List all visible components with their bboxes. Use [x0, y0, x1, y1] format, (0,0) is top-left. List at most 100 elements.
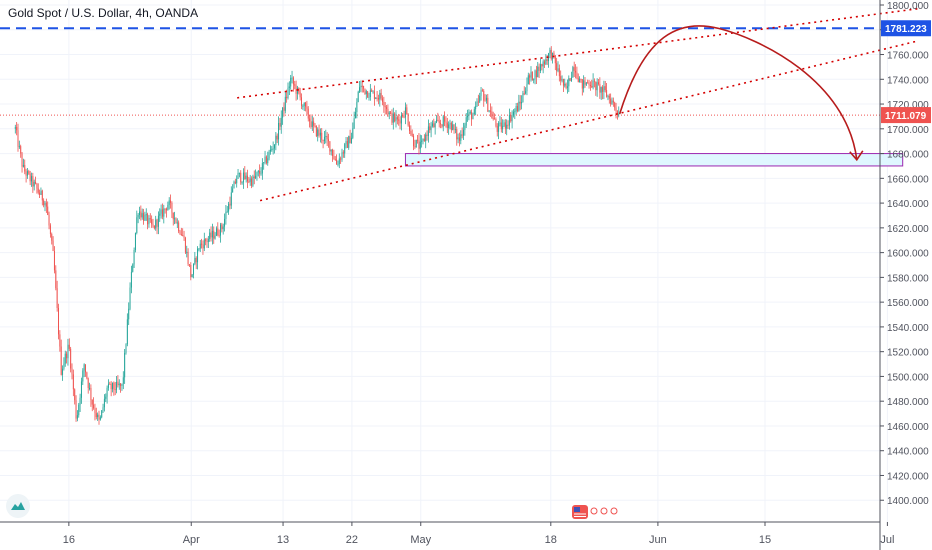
candle-body — [44, 202, 46, 206]
candle-body — [53, 251, 55, 271]
candle-body — [261, 163, 263, 174]
candle-body — [453, 124, 455, 130]
candle-body — [533, 79, 535, 81]
resistance-price-label-bg — [881, 20, 931, 37]
candle-body — [525, 91, 527, 94]
candle-body — [290, 77, 292, 87]
tradingview-logo-icon[interactable] — [6, 494, 30, 518]
candle-body — [175, 218, 177, 224]
candle-body — [413, 135, 415, 147]
candle-body — [139, 211, 140, 215]
candle-body — [431, 123, 433, 127]
candle-body — [202, 244, 204, 249]
candle-body — [244, 172, 246, 180]
candle-body — [153, 225, 155, 229]
candle-body — [295, 85, 297, 94]
candle-body — [387, 108, 389, 115]
candle-body — [377, 97, 379, 100]
candle-body — [379, 92, 381, 100]
candle-body — [305, 102, 307, 107]
candle-body — [55, 270, 57, 289]
candle-body — [386, 107, 388, 109]
candle-body — [464, 125, 466, 130]
candle-body — [218, 235, 220, 237]
x-tick-label: Jul — [880, 534, 894, 546]
candle-body — [398, 119, 400, 121]
candle-body — [477, 101, 479, 103]
candle-body — [373, 91, 375, 99]
candle-body — [301, 97, 302, 106]
candle-body — [303, 102, 305, 106]
candle-body — [24, 164, 26, 172]
candle-body — [356, 101, 358, 113]
candle-body — [60, 346, 62, 375]
candle-body — [537, 66, 539, 78]
candle-body — [178, 222, 180, 232]
candle-body — [545, 59, 547, 65]
candle-body — [450, 122, 452, 131]
candle-body — [161, 209, 163, 217]
candle-body — [480, 90, 482, 96]
candle-body — [425, 134, 427, 142]
candle-body — [252, 176, 254, 186]
candle-body — [159, 213, 161, 216]
candle-body — [179, 231, 181, 235]
candle-body — [325, 136, 327, 138]
candle-body — [124, 352, 126, 378]
candle-body — [616, 111, 618, 115]
us-flag-event-icon[interactable] — [572, 500, 620, 527]
candle-body — [125, 344, 127, 353]
resistance-price-label: 1781.223 — [885, 24, 927, 35]
candle-body — [76, 415, 78, 419]
candle-body — [299, 92, 301, 98]
candle-body — [375, 97, 377, 99]
candle-body — [360, 85, 362, 88]
candle-body — [70, 348, 72, 369]
candle-body — [206, 241, 208, 243]
candle-body — [546, 59, 548, 61]
x-tick-label: May — [410, 534, 431, 546]
candle-body — [423, 138, 425, 142]
candle-body — [541, 64, 543, 67]
upper-trend-line — [237, 7, 919, 99]
candle-body — [612, 100, 614, 103]
candle-body — [530, 71, 532, 78]
candle-body — [368, 97, 370, 99]
candle-body — [94, 408, 96, 414]
candle-body — [561, 78, 563, 81]
candle-body — [596, 82, 598, 91]
candle-body — [415, 139, 417, 148]
candle-body — [507, 124, 509, 126]
candle-body — [550, 49, 552, 59]
candle-body — [499, 122, 501, 124]
candle-body — [286, 96, 288, 98]
candle-body — [141, 213, 143, 218]
candle-body — [349, 136, 351, 144]
candle-body — [230, 192, 232, 206]
candle-body — [90, 387, 92, 400]
candle-body — [323, 136, 325, 142]
candle-body — [504, 122, 506, 129]
candle-body — [193, 263, 194, 275]
candle-body — [29, 173, 31, 182]
candle-body — [332, 149, 334, 156]
candle-body — [282, 107, 284, 118]
candle-body — [608, 95, 610, 99]
candle-body — [72, 374, 74, 390]
candle-body — [296, 87, 298, 94]
symbol-title[interactable]: Gold Spot / U.S. Dollar, 4h, OANDA — [8, 6, 199, 20]
y-tick-label: 1520.000 — [887, 348, 929, 359]
candle-body — [45, 202, 47, 207]
candle-body — [186, 251, 188, 253]
candle-body — [437, 119, 439, 121]
candle-body — [396, 117, 398, 120]
candle-body — [361, 85, 363, 87]
candle-body — [472, 114, 474, 120]
candle-body — [64, 353, 66, 364]
candle-body — [233, 181, 235, 189]
candle-body — [402, 115, 404, 117]
candle-body — [221, 224, 223, 230]
candle-body — [83, 364, 85, 371]
candle-body — [606, 90, 608, 97]
